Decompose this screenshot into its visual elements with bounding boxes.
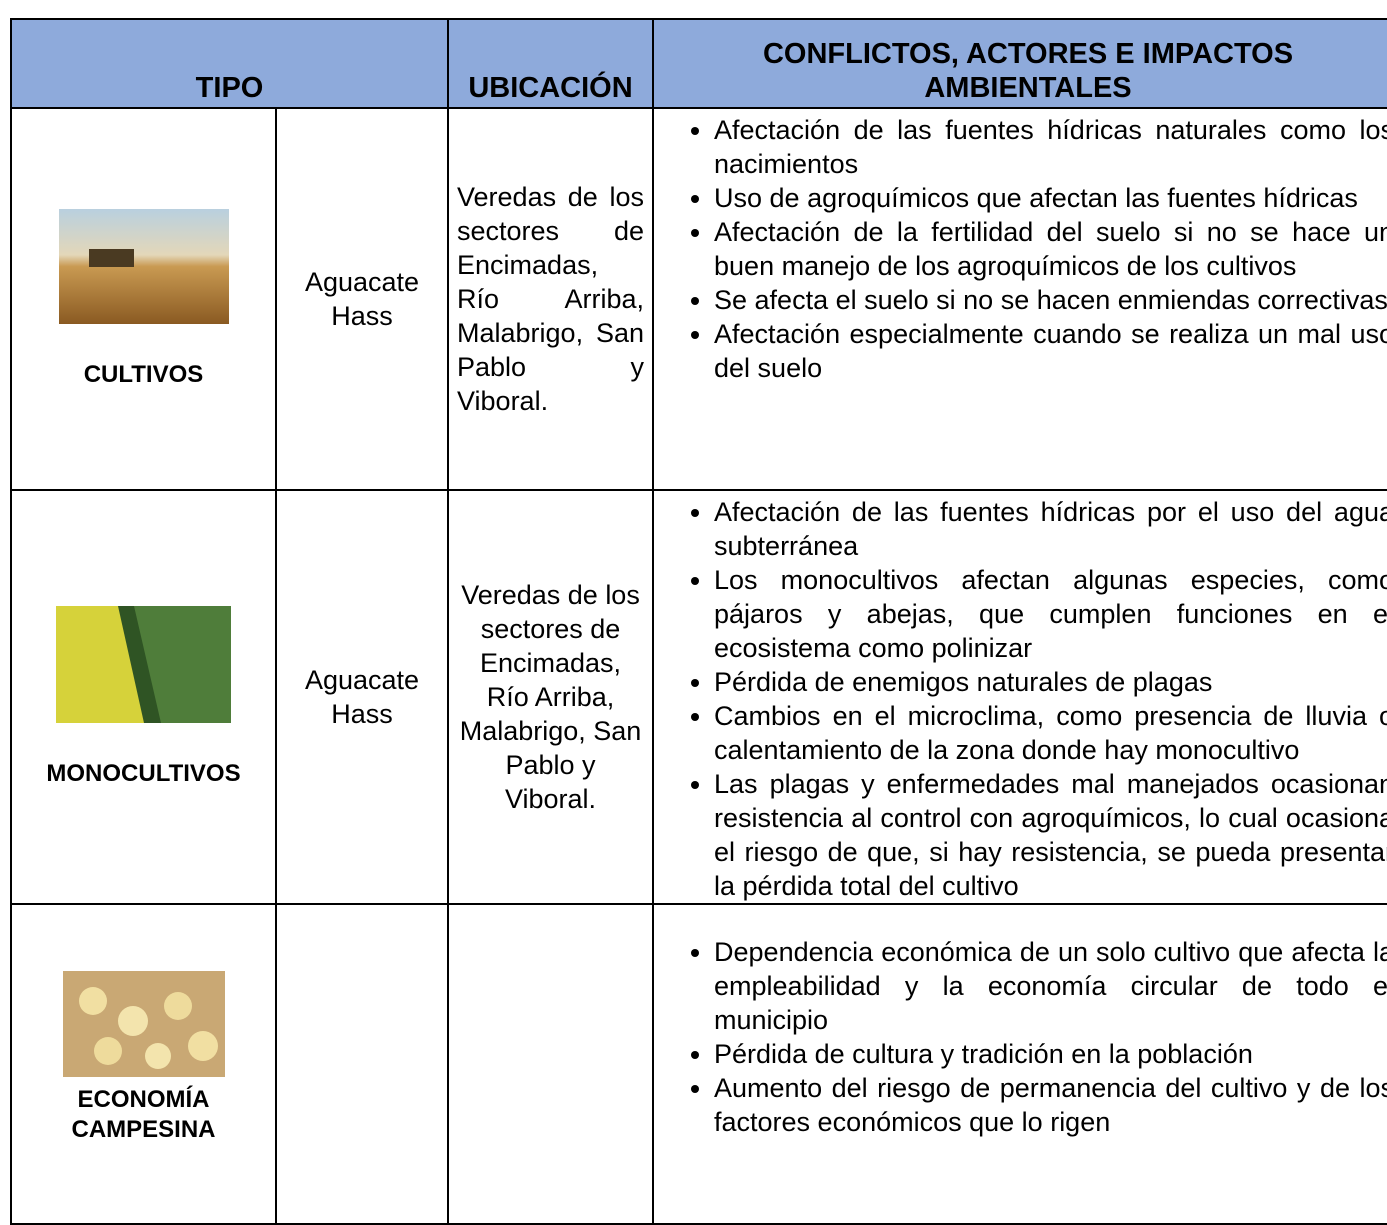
impacto-item: Pérdida de enemigos naturales de plagas xyxy=(714,665,1387,699)
impactos-list: Afectación de las fuentes hídricas por e… xyxy=(654,495,1387,903)
row: CULTIVOS Aguacate Hass Veredas de los se… xyxy=(10,107,1387,491)
ubicacion-cell xyxy=(447,903,655,1225)
impactos-list: Afectación de las fuentes hídricas natur… xyxy=(654,113,1387,385)
impacto-item: Afectación de las fuentes hídricas por e… xyxy=(714,495,1387,563)
photo-harvest xyxy=(58,208,229,324)
impacto-item: Pérdida de cultura y tradición en la pob… xyxy=(714,1037,1387,1071)
tipo-label: CULTIVOS xyxy=(83,360,204,388)
header-cell: TIPO xyxy=(9,18,450,109)
impacto-item: Aumento del riesgo de permanencia del cu… xyxy=(714,1071,1387,1139)
ubicacion-cell: Veredas de los sectores de Encimadas, Rí… xyxy=(447,107,655,491)
photo-chicks xyxy=(62,971,225,1077)
tipo-label: ECONOMÍA CAMPESINA xyxy=(71,1086,216,1143)
tipo-label: MONOCULTIVOS xyxy=(46,759,241,787)
impacto-item: Afectación especialmente cuando se reali… xyxy=(714,317,1387,385)
producto-cell: Aguacate Hass xyxy=(274,107,450,491)
header-row: TIPO UBICACIÓN CONFLICTOS, ACTORES E IMP… xyxy=(9,18,1387,109)
page: TIPO UBICACIÓN CONFLICTOS, ACTORES E IMP… xyxy=(0,0,1387,1168)
impacto-item: Cambios en el microclima, como presencia… xyxy=(714,699,1387,767)
impacto-item: Uso de agroquímicos que afectan las fuen… xyxy=(714,181,1387,215)
tipo-cell: ECONOMÍA CAMPESINA xyxy=(10,903,277,1225)
tipo-cell: MONOCULTIVOS xyxy=(10,489,277,905)
impacto-item: Se afecta el suelo si no se hacen enmien… xyxy=(714,283,1387,317)
header-cell: CONFLICTOS, ACTORES E IMPACTOS AMBIENTAL… xyxy=(652,18,1387,109)
impactos-cell: Afectación de las fuentes hídricas natur… xyxy=(652,107,1387,491)
row: ECONOMÍA CAMPESINA Dependencia económica… xyxy=(10,903,1387,1225)
photo-fields xyxy=(56,605,231,723)
impacto-item: Las plagas y enfermedades mal manejados … xyxy=(714,767,1387,903)
impacto-item: Dependencia económica de un solo cultivo… xyxy=(714,935,1387,1037)
impactos-cell: Dependencia económica de un solo cultivo… xyxy=(652,903,1387,1225)
producto-cell: Aguacate Hass xyxy=(274,489,450,905)
header-cell: UBICACIÓN xyxy=(447,18,655,109)
table: TIPO UBICACIÓN CONFLICTOS, ACTORES E IMP… xyxy=(9,18,1387,1225)
row: MONOCULTIVOS Aguacate Hass Veredas de lo… xyxy=(10,489,1387,905)
producto-cell xyxy=(274,903,450,1225)
impacto-item: Afectación de la fertilidad del suelo si… xyxy=(714,215,1387,283)
impacto-item: Los monocultivos afectan algunas especie… xyxy=(714,563,1387,665)
impacto-item: Afectación de las fuentes hídricas natur… xyxy=(714,113,1387,181)
impactos-cell: Afectación de las fuentes hídricas por e… xyxy=(652,489,1387,905)
impactos-list: Dependencia económica de un solo cultivo… xyxy=(654,935,1387,1139)
tipo-cell: CULTIVOS xyxy=(10,107,277,491)
ubicacion-cell: Veredas de los sectores de Encimadas, Rí… xyxy=(447,489,655,905)
